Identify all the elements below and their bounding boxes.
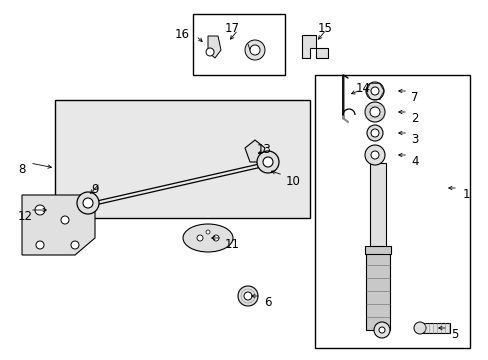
Polygon shape — [302, 35, 327, 58]
Circle shape — [370, 151, 378, 159]
Circle shape — [238, 286, 258, 306]
Bar — [193, 14, 285, 75]
Text: 3: 3 — [410, 133, 418, 146]
Bar — [364, 246, 390, 254]
Text: 6: 6 — [264, 296, 271, 309]
Bar — [369, 163, 385, 248]
Circle shape — [205, 230, 209, 234]
Circle shape — [244, 292, 251, 300]
Circle shape — [249, 45, 260, 55]
Text: 1: 1 — [462, 188, 469, 201]
Text: 9: 9 — [91, 183, 98, 196]
Text: 12: 12 — [18, 210, 33, 223]
Text: 17: 17 — [224, 22, 240, 35]
Circle shape — [370, 87, 378, 95]
Text: 10: 10 — [285, 175, 300, 188]
Circle shape — [71, 241, 79, 249]
Circle shape — [77, 192, 99, 214]
Bar — [55, 100, 309, 218]
Bar — [365, 252, 389, 330]
Circle shape — [83, 198, 93, 208]
Text: 4: 4 — [410, 155, 418, 168]
Circle shape — [197, 235, 203, 241]
Circle shape — [413, 322, 425, 334]
Text: 11: 11 — [224, 238, 240, 251]
Circle shape — [364, 145, 384, 165]
Polygon shape — [22, 195, 95, 255]
Circle shape — [370, 129, 378, 137]
Ellipse shape — [183, 224, 232, 252]
Circle shape — [373, 322, 389, 338]
Circle shape — [35, 205, 45, 215]
Text: 16: 16 — [175, 28, 190, 41]
Circle shape — [364, 102, 384, 122]
Circle shape — [366, 125, 382, 141]
Circle shape — [369, 107, 379, 117]
Text: 7: 7 — [410, 91, 418, 104]
Text: 8: 8 — [18, 163, 25, 176]
Circle shape — [61, 216, 69, 224]
Circle shape — [213, 235, 219, 241]
Text: 2: 2 — [410, 112, 418, 125]
Circle shape — [205, 48, 214, 56]
Circle shape — [257, 151, 279, 173]
Bar — [314, 75, 469, 348]
Circle shape — [36, 241, 44, 249]
Polygon shape — [244, 140, 264, 162]
Polygon shape — [207, 36, 221, 58]
Text: 15: 15 — [317, 22, 332, 35]
Text: 5: 5 — [450, 328, 457, 341]
Circle shape — [365, 82, 383, 100]
Circle shape — [263, 157, 272, 167]
Circle shape — [378, 327, 384, 333]
Text: 14: 14 — [355, 82, 370, 95]
Bar — [421, 323, 449, 333]
Circle shape — [244, 40, 264, 60]
Text: 13: 13 — [257, 143, 271, 156]
